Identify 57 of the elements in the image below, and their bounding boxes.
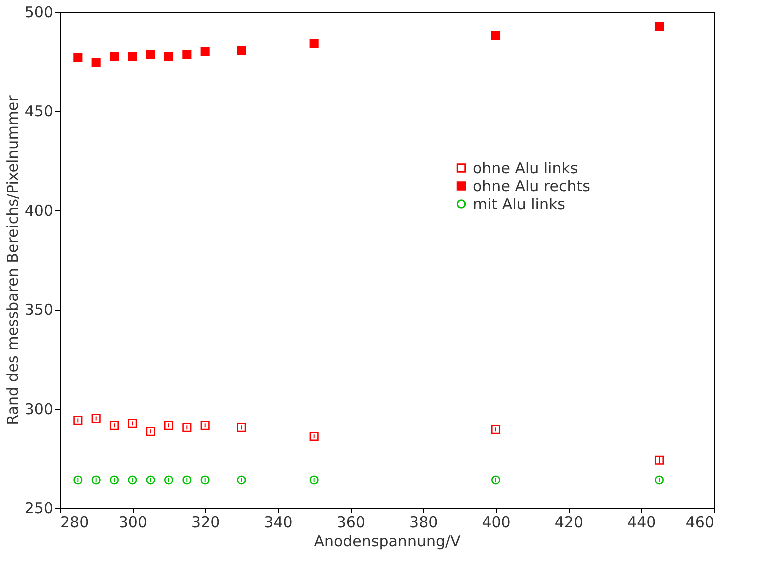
point [146,50,156,60]
point [654,22,664,32]
x-tick-label: 460 [686,514,714,532]
x-tick-label: 320 [192,514,220,532]
point [92,58,101,68]
point [491,425,501,434]
x-tick-label: 300 [118,514,148,532]
point [146,427,156,436]
point [128,476,138,485]
y-tick-label: 500 [24,4,54,22]
y-tick-label: 400 [24,202,54,220]
y-tick-label: 450 [24,102,54,121]
point [164,476,174,485]
point [110,52,120,62]
legend-label: ohne Alu rechts [473,177,591,196]
point [200,476,210,485]
point [237,423,246,432]
x-tick-label: 440 [628,514,656,532]
y-tick-label: 350 [24,301,54,320]
point [654,456,664,465]
point [74,53,83,62]
point [110,421,120,430]
point [310,432,319,442]
point [182,423,192,432]
point [310,476,319,485]
x-axis-title: Anodenspannung/V [314,532,462,550]
point [310,39,319,48]
x-tick-label: 280 [60,514,90,532]
x-tick-label: 420 [554,514,584,532]
point [164,421,174,430]
point [200,421,210,430]
point [74,416,83,426]
y-tick-label: 300 [24,400,54,418]
point [237,476,246,485]
point [237,46,246,56]
x-tick-label: 340 [264,514,293,532]
point [491,31,501,40]
point [92,476,101,485]
y-axis-title: Rand des messbaren Bereichs/Pixelnummer [4,94,22,426]
point [110,476,120,485]
point [164,52,174,62]
point [200,47,210,56]
legend-label: ohne Alu links [473,159,578,178]
point [182,50,192,60]
point [128,419,138,428]
point [654,476,664,485]
y-tick-label: 250 [24,500,54,518]
legend-label: mit Alu links [473,195,566,214]
point [182,476,192,485]
point [92,414,101,424]
x-tick-label: 360 [336,514,366,532]
x-tick-label: 380 [410,514,438,532]
point [128,52,138,62]
x-tick-label: 400 [482,514,511,532]
point [491,476,501,485]
point [74,476,83,485]
point [146,476,156,485]
